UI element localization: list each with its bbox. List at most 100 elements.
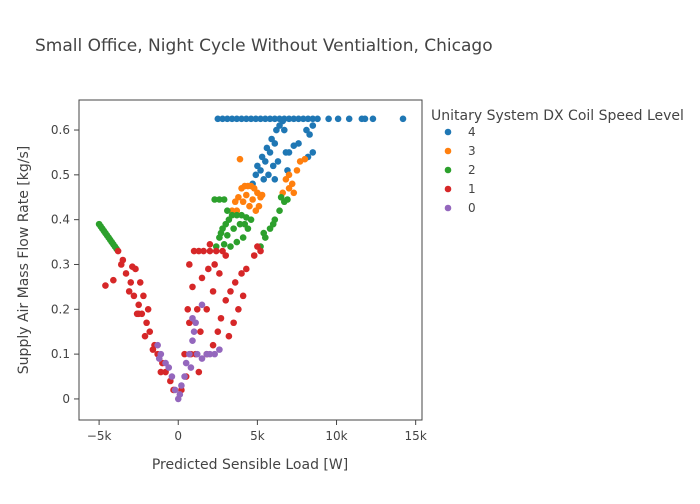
legend-marker <box>444 166 452 174</box>
data-point <box>200 247 207 255</box>
legend-item-4[interactable]: 4 <box>444 125 476 139</box>
data-point <box>285 115 293 123</box>
data-point <box>206 241 214 248</box>
data-point <box>216 346 223 353</box>
data-point <box>290 189 298 197</box>
data-point <box>252 207 260 215</box>
data-point <box>230 225 237 232</box>
data-point <box>228 211 236 219</box>
legend-item-1[interactable]: 1 <box>444 182 476 196</box>
data-point <box>233 115 241 123</box>
data-point <box>155 355 163 362</box>
data-point <box>260 176 268 183</box>
data-point <box>295 140 302 147</box>
data-point <box>280 126 288 134</box>
data-point <box>209 288 217 295</box>
data-point <box>233 211 241 219</box>
x-tick-label: 15k <box>405 429 427 443</box>
legend-item-3[interactable]: 3 <box>444 144 476 158</box>
data-point <box>222 252 230 259</box>
data-point <box>154 341 161 349</box>
data-point <box>236 220 244 228</box>
data-point <box>309 122 317 129</box>
data-point <box>198 301 206 309</box>
data-point <box>285 171 293 179</box>
data-point <box>184 305 192 313</box>
legend-label: 3 <box>468 144 476 158</box>
data-point <box>277 193 285 201</box>
data-point <box>209 341 217 349</box>
plot-frame <box>78 99 423 421</box>
series-0 <box>154 301 223 403</box>
data-point <box>143 319 150 327</box>
data-point <box>269 220 277 228</box>
data-point <box>214 328 222 336</box>
data-point <box>176 391 184 398</box>
data-point <box>239 234 247 241</box>
data-point <box>230 319 237 327</box>
data-point <box>334 115 342 123</box>
data-point <box>271 176 279 183</box>
legend[interactable]: 4 3 2 1 0 <box>444 125 476 215</box>
data-point <box>235 305 242 313</box>
data-point <box>206 247 214 255</box>
data-point <box>284 196 291 203</box>
data-point <box>189 337 196 344</box>
data-point <box>212 247 220 255</box>
data-point <box>279 117 287 125</box>
data-point <box>135 310 142 318</box>
legend-marker <box>444 128 452 136</box>
data-point <box>257 247 264 255</box>
data-point <box>309 149 317 156</box>
data-point <box>140 292 147 300</box>
data-point <box>285 149 293 156</box>
data-point <box>222 297 230 304</box>
data-point <box>235 193 242 201</box>
data-point <box>189 283 196 291</box>
y-tick-label: 0.1 <box>51 347 70 361</box>
data-point <box>157 368 165 376</box>
data-point <box>293 167 301 174</box>
data-point <box>205 265 212 273</box>
legend-label: 4 <box>468 125 476 139</box>
data-point <box>195 247 203 255</box>
data-point <box>197 328 204 336</box>
x-axis-ticks: −5k 0 5k 10k 15k <box>87 420 427 443</box>
data-point <box>228 115 236 123</box>
legend-item-0[interactable]: 0 <box>444 201 476 215</box>
data-point <box>261 158 269 165</box>
data-point <box>186 261 193 268</box>
data-point <box>252 115 260 123</box>
data-point <box>211 350 218 358</box>
data-point <box>236 155 244 163</box>
x-tick-label: 10k <box>325 429 347 443</box>
data-point <box>181 373 188 380</box>
data-point <box>246 202 253 210</box>
data-point <box>178 382 185 389</box>
data-point <box>309 115 317 123</box>
data-point <box>219 115 226 123</box>
y-tick-label: 0.5 <box>51 168 70 182</box>
data-point <box>250 252 258 259</box>
data-point <box>257 115 264 123</box>
data-point <box>220 196 228 203</box>
data-point <box>168 373 176 380</box>
data-point <box>198 274 206 282</box>
data-point <box>220 241 228 248</box>
series-2 <box>95 193 291 253</box>
data-point <box>241 220 249 228</box>
data-point <box>181 350 188 358</box>
data-point <box>198 355 206 362</box>
data-point <box>224 232 231 239</box>
data-point <box>258 191 266 199</box>
data-point <box>110 276 117 284</box>
data-point <box>190 247 198 255</box>
data-point <box>193 305 201 313</box>
data-point <box>243 265 250 273</box>
legend-item-2[interactable]: 2 <box>444 163 476 177</box>
data-point <box>238 115 245 123</box>
chart-title: Small Office, Night Cycle Without Ventia… <box>35 36 493 56</box>
data-points <box>95 115 407 403</box>
